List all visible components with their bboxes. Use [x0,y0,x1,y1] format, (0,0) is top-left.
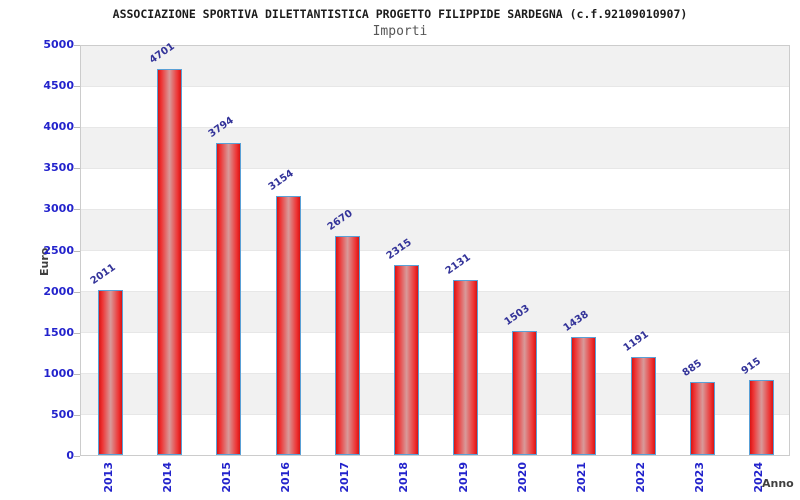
y-tick-label: 2500 [43,243,74,257]
bar-value-label: 915 [739,355,764,377]
y-tick-mark [74,456,80,457]
bar-2022 [630,357,656,455]
x-tick-label-2020: 2020 [515,462,529,493]
y-tick-mark [74,373,80,375]
bar-2018 [393,264,419,455]
bar-2015 [216,143,242,455]
plot-area: 2011 4701 3794 3154 2670 2315 2131 1503 1438 1191… [80,41,790,456]
bar-2017 [334,235,360,455]
x-tick-label-2013: 2013 [101,462,115,493]
y-tick-mark [74,86,80,88]
x-tick-label-2014: 2014 [160,462,174,493]
grid-bands [81,46,789,455]
grid-band [81,292,789,333]
x-tick-label-2024: 2024 [752,462,766,493]
chart-title: ASSOCIAZIONE SPORTIVA DILETTANTISTICA PR… [112,7,688,21]
grid-band [81,374,789,415]
bar-value-label: 2011 [88,261,118,287]
x-tick-label-2021: 2021 [574,462,588,493]
y-tick-mark [74,250,80,252]
x-tick-label-2017: 2017 [338,462,352,493]
bar-value-label: 2131 [443,251,473,277]
bar-2014 [157,68,183,455]
grid-band [81,210,789,251]
bar-2021 [571,336,597,455]
y-tick-label: 0 [66,449,74,462]
grid-band [81,333,789,374]
y-tick-label: 3000 [43,202,74,216]
bar-2023 [689,382,715,455]
y-tick-label: 1000 [43,366,74,380]
grid-band [81,46,789,87]
y-tick-mark [74,332,80,334]
bar-value-label: 885 [680,358,704,380]
y-tick-label: 1500 [43,325,74,339]
x-tick-label-2019: 2019 [456,462,470,493]
y-tick-mark [74,291,80,293]
bar-value-label: 2315 [384,236,414,262]
y-tick-label: 4500 [43,79,74,93]
chart-subtitle: Importi [372,24,428,39]
bar-2020 [512,331,538,455]
y-tick-mark [74,45,80,46]
bar-value-label: 4701 [147,40,178,66]
bar-2016 [275,195,301,455]
y-tick-label: 2000 [43,284,74,298]
x-tick-label-2023: 2023 [693,462,707,493]
bar-value-label: 1438 [562,308,592,334]
bar-value-label: 3794 [207,115,237,141]
x-tick-label-2015: 2015 [219,462,233,493]
bar-value-label: 1191 [621,329,651,355]
x-tick-label-2016: 2016 [279,462,293,493]
grid-band [81,415,789,455]
x-tick-label-2022: 2022 [634,462,648,493]
bars-layer: 2011 4701 3794 3154 2670 2315 2131 1503 1438 1191… [81,41,789,455]
y-tick-label: 3500 [43,161,74,175]
grid-band [81,87,789,128]
y-tick-mark [74,209,80,211]
y-tick-mark [74,168,80,170]
grid-band [81,169,789,210]
y-tick-label: 500 [51,407,74,421]
grid-band [81,128,789,169]
bar-value-label: 1503 [502,303,533,329]
bar-2024 [748,379,774,455]
y-tick-label: 4000 [43,120,74,134]
bar-value-label: 2670 [325,207,355,233]
bar-2013 [98,289,124,455]
grid-band [81,251,789,292]
bar-2019 [453,279,479,455]
y-tick-mark [74,127,80,129]
x-tick-label-2018: 2018 [397,462,411,493]
y-tick-mark [74,414,80,416]
bar-value-label: 3154 [266,167,296,193]
y-tick-label: 5000 [43,38,74,51]
x-axis-title: Anno [762,477,794,490]
